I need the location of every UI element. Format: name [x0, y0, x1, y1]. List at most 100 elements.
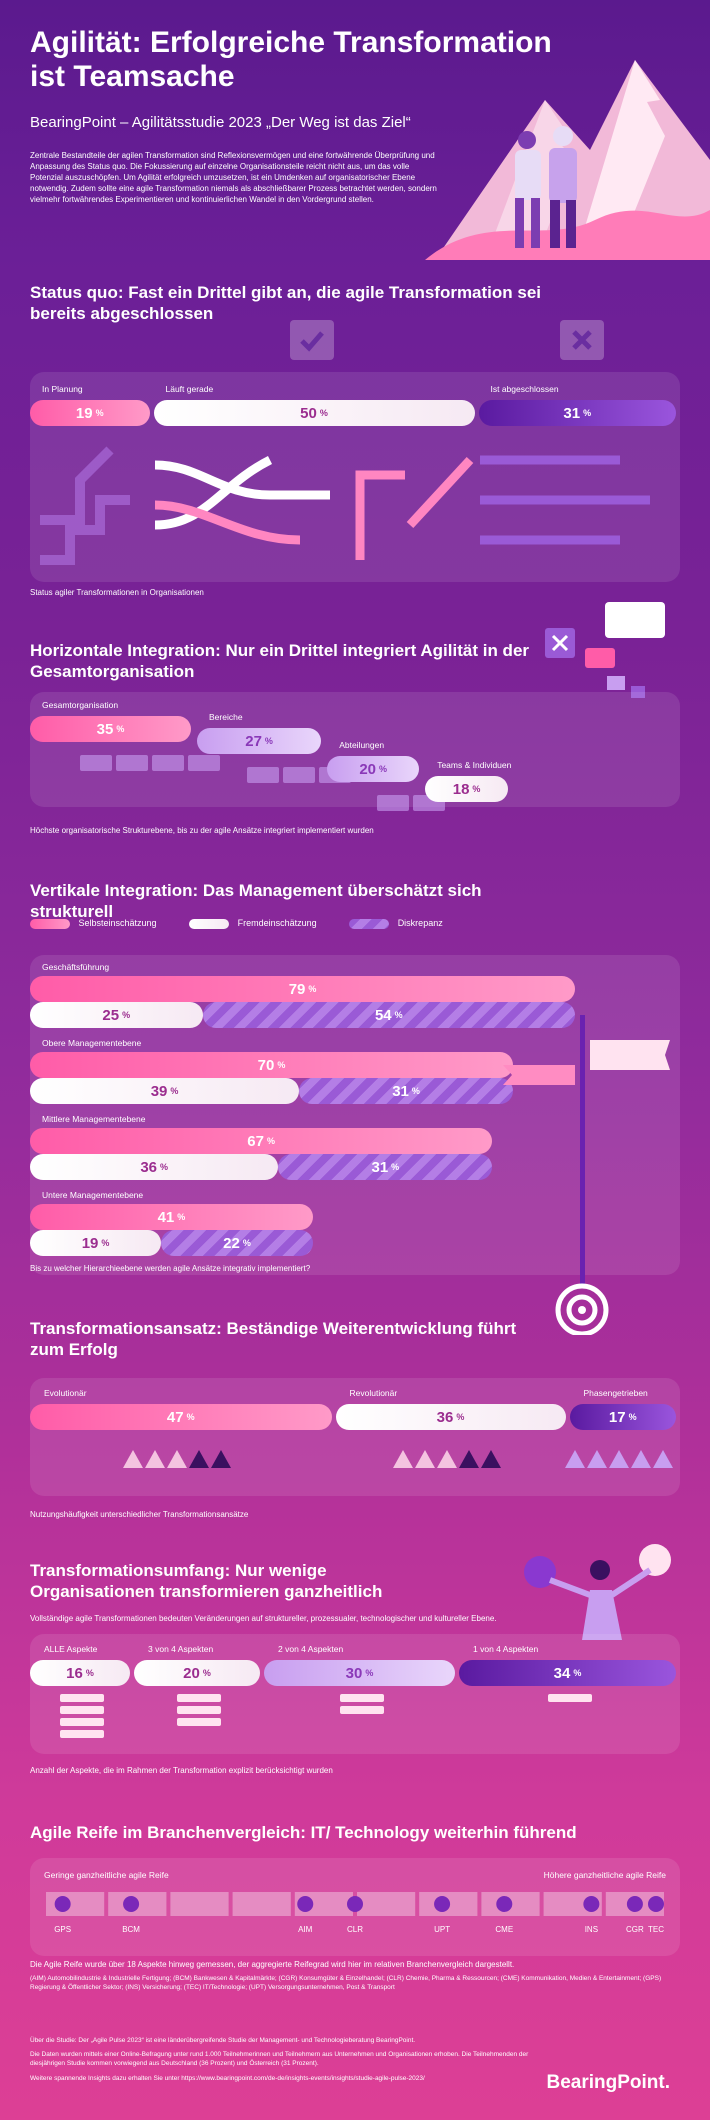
maturity-point-label: INS — [585, 1925, 598, 1934]
approach-shape-icon — [630, 1450, 651, 1468]
x-icon — [560, 320, 604, 360]
bearingpoint-logo: BearingPoint. — [546, 2072, 670, 2093]
legend-swatch-external — [189, 918, 230, 929]
maturity-point-label: CLR — [347, 1925, 363, 1934]
aspect-block — [60, 1694, 104, 1702]
aspect-block — [60, 1706, 104, 1714]
approach-shape-icon — [458, 1450, 479, 1468]
maturity-point-label: GPS — [54, 1925, 71, 1934]
scope-label: ALLE Aspekte — [44, 1644, 98, 1654]
scope-subtitle: Vollständige agile Transformationen bede… — [30, 1614, 497, 1623]
maturity-point — [648, 1896, 664, 1912]
maturity-point — [54, 1896, 71, 1912]
maturity-point — [496, 1896, 513, 1912]
horizontal-bar: 20% — [327, 756, 420, 782]
footer-data: Die Daten wurden mittels einer Online-Be… — [30, 2051, 529, 2067]
intro-text: Zentrale Bestandteile der agilen Transfo… — [30, 151, 437, 204]
approach-shape-icon — [564, 1450, 585, 1468]
discrepancy-bar: 54% — [202, 1002, 576, 1028]
horizontal-caption: Höchste organisatorische Strukturebene, … — [30, 826, 374, 835]
structure-block — [116, 755, 148, 771]
approach-bar: 17% — [569, 1404, 676, 1430]
approach-label: Revolutionär — [349, 1388, 398, 1398]
maturity-segment — [357, 1892, 416, 1916]
status-label: Ist abgeschlossen — [490, 384, 559, 394]
approach-label: Evolutionär — [44, 1388, 87, 1398]
vertical-legend: Selbsteinschätzung Fremdeinschätzung Dis… — [30, 918, 443, 929]
vertical-label: Geschäftsführung — [42, 962, 110, 972]
status-bar: 50% — [153, 400, 475, 426]
status-bar: 19% — [30, 400, 150, 426]
horizontal-panel — [30, 692, 680, 807]
scope-bar: 30% — [264, 1660, 455, 1686]
maturity-point — [123, 1896, 140, 1912]
footer-about: Über die Studie: Der „Agile Pulse 2023“ … — [30, 2037, 416, 2044]
person-right-icon — [549, 126, 577, 248]
page-subtitle: BearingPoint – Agilitätsstudie 2023 „Der… — [30, 114, 411, 131]
aspect-block — [339, 1706, 384, 1714]
scope-label: 1 von 4 Aspekten — [473, 1644, 539, 1654]
maturity-title: Agile Reife im Branchenvergleich: IT/ Te… — [30, 1823, 577, 1842]
self-assessment-bar: 67% — [30, 1128, 493, 1154]
maturity-point-label: TEC — [648, 1925, 664, 1934]
legend-label-self: Selbsteinschätzung — [78, 918, 157, 928]
approach-shape-icon — [586, 1450, 607, 1468]
aspect-block — [177, 1718, 221, 1726]
maturity-point-label: CME — [495, 1925, 513, 1934]
flag-target-illustration — [503, 1015, 670, 1335]
approach-shape-icon — [188, 1450, 209, 1468]
maturity-point-label: UPT — [434, 1925, 450, 1934]
structure-block — [247, 767, 279, 783]
self-assessment-bar: 70% — [30, 1052, 513, 1078]
legend-swatch-gap — [349, 918, 390, 929]
aspect-block — [339, 1694, 384, 1702]
status-bar: 31% — [478, 400, 676, 426]
scope-caption: Anzahl der Aspekte, die im Rahmen der Tr… — [30, 1766, 333, 1775]
approach-shape-icon — [144, 1450, 165, 1468]
maturity-point — [583, 1896, 600, 1912]
structure-block — [152, 755, 184, 771]
legend-swatch-self — [30, 918, 70, 929]
maturity-point — [626, 1896, 643, 1912]
horizontal-bar: 18% — [425, 776, 508, 802]
status-title: Status quo: Fast ein Drittel gibt an, di… — [30, 283, 542, 323]
approach-title: Transformationsansatz: Beständige Weiter… — [30, 1319, 517, 1359]
vertical-label: Untere Managementebene — [42, 1190, 144, 1200]
aspect-block — [60, 1730, 104, 1738]
footer-link[interactable]: Weitere spannende Insights dazu erhalten… — [30, 2075, 425, 2082]
aspect-block — [177, 1706, 221, 1714]
approach-caption: Nutzungshäufigkeit unterschiedlicher Tra… — [30, 1510, 249, 1519]
maturity-point-label: CGR — [626, 1925, 644, 1934]
scope-label: 2 von 4 Aspekten — [278, 1644, 344, 1654]
discrepancy-bar: 31% — [299, 1078, 513, 1104]
horizontal-bar: 27% — [197, 728, 322, 754]
scope-label: 3 von 4 Aspekten — [148, 1644, 214, 1654]
approach-bar: 36% — [335, 1404, 566, 1430]
page-title: Agilität: Erfolgreiche Transformation is… — [30, 26, 552, 93]
discrepancy-bar: 22% — [161, 1230, 313, 1256]
maturity-point — [297, 1896, 314, 1912]
maturity-point — [434, 1896, 451, 1912]
approach-shape-icon — [652, 1450, 673, 1468]
scope-bar: 16% — [30, 1660, 130, 1686]
maturity-caption: Die Agile Reife wurde über 18 Aspekte hi… — [30, 1960, 515, 1969]
approach-shape-icon — [122, 1450, 143, 1468]
structure-block — [188, 755, 220, 771]
structure-block — [283, 767, 315, 783]
external-assessment-bar: 39% — [30, 1078, 300, 1104]
aspect-block — [60, 1718, 104, 1726]
vertical-title: Vertikale Integration: Das Management üb… — [30, 881, 482, 921]
horizontal-label: Teams & Individuen — [437, 760, 512, 770]
self-assessment-bar: 79% — [30, 976, 576, 1002]
approach-label: Phasengetrieben — [583, 1388, 648, 1398]
vertical-caption: Bis zu welcher Hierarchieebene werden ag… — [30, 1264, 311, 1273]
check-icon — [290, 320, 334, 360]
horizontal-bar: 35% — [30, 716, 191, 742]
maturity-point-label: BCM — [122, 1925, 140, 1934]
discrepancy-bar: 31% — [278, 1154, 493, 1180]
aspect-block — [177, 1694, 221, 1702]
approach-shape-icon — [166, 1450, 187, 1468]
approach-shape-icon — [392, 1450, 413, 1468]
maturity-scale: GPS BCM AIM CLR UPT CME INS CGR TEC — [46, 1892, 664, 1934]
scope-title: Transformationsumfang: Nur wenige Organi… — [30, 1561, 383, 1601]
